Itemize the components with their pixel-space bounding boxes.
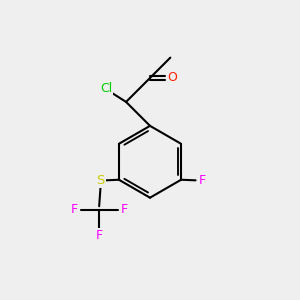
Text: F: F bbox=[96, 229, 103, 242]
Text: F: F bbox=[70, 203, 78, 216]
Text: Cl: Cl bbox=[100, 82, 112, 94]
Text: F: F bbox=[121, 203, 128, 216]
Text: O: O bbox=[168, 71, 178, 85]
Text: S: S bbox=[96, 174, 105, 187]
Text: F: F bbox=[199, 174, 206, 187]
